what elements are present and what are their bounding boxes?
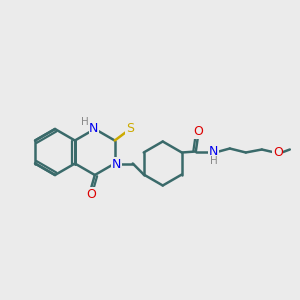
Text: H: H [210, 155, 218, 166]
Text: O: O [86, 188, 96, 200]
Text: N: N [112, 158, 122, 171]
Text: S: S [126, 122, 134, 135]
Text: O: O [193, 125, 203, 138]
Text: H: H [81, 117, 89, 127]
Text: N: N [209, 145, 218, 158]
Text: N: N [89, 122, 98, 134]
Text: O: O [273, 146, 283, 159]
